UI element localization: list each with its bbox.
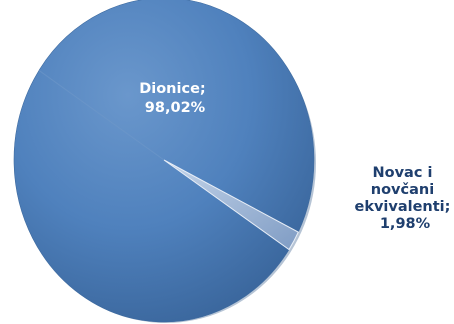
pie-divider-line — [38, 70, 165, 161]
slice-label-novac-line3: ekvivalenti; — [354, 199, 450, 215]
pie-slice-dionice — [13, 0, 315, 323]
slice-label-dionice-line2: 98,02% — [145, 100, 206, 116]
slice-label-novac: Novac i novčani ekvivalenti; 1,98% — [354, 165, 454, 232]
pie-slice-novac — [163, 159, 299, 251]
slice-label-novac-line4: 1,98% — [380, 216, 431, 232]
slice-label-novac-line1: Novac i — [372, 165, 432, 181]
slice-label-novac-line2: novčani — [371, 182, 434, 198]
slice-label-dionice-line1: Dionice; — [139, 81, 206, 97]
slice-label-dionice: Dionice; 98,02% — [139, 81, 211, 116]
